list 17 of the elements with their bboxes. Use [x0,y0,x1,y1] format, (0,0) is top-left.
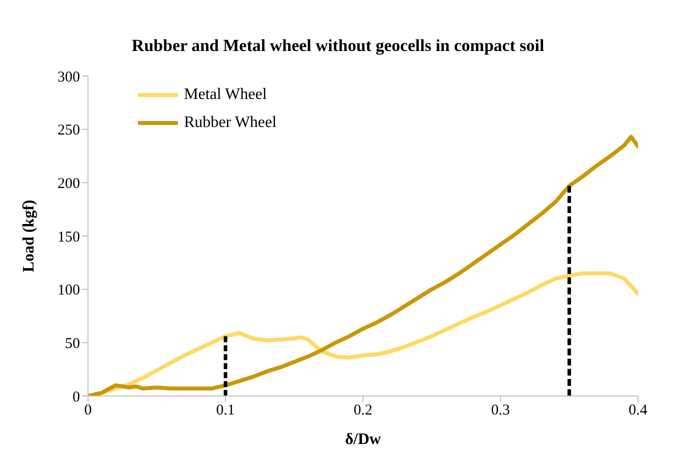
legend-label: Rubber Wheel [184,114,277,132]
x-tick-label: 0.1 [216,402,235,419]
x-axis-title: δ/Dw [345,431,382,448]
y-tick-label: 200 [58,176,80,192]
legend-label: Metal Wheel [184,86,267,104]
y-tick-label: 50 [65,336,80,352]
x-tick-label: 0.2 [354,402,372,419]
y-tick-label: 100 [58,282,80,299]
chart-title: Rubber and Metal wheel without geocells in compact soil [130,35,546,57]
y-tick-label: 0 [72,389,80,406]
x-tick-label: 0 [84,402,92,419]
y-axis-title: Load (kgf) [20,200,38,272]
x-tick-label: 0.3 [491,402,510,419]
y-tick-label: 250 [58,122,80,139]
y-tick-label: 300 [58,69,80,86]
y-tick-label: 150 [58,229,80,246]
x-tick-label: 0.4 [628,402,648,419]
